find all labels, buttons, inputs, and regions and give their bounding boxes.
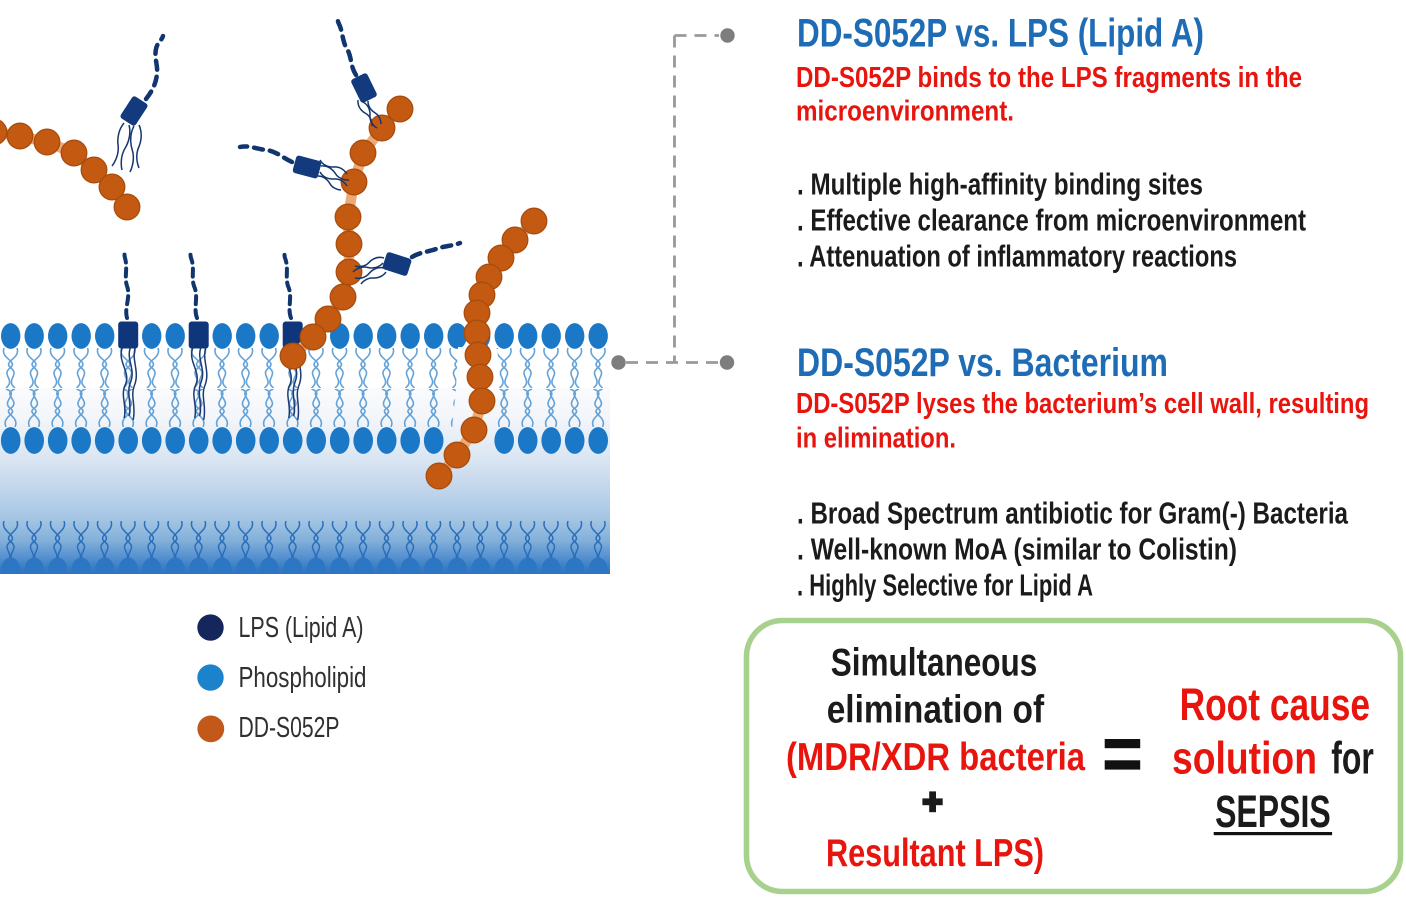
svg-text:DD-S052P vs. Bacterium: DD-S052P vs. Bacterium <box>797 341 1168 385</box>
svg-text:DD-S052P vs. LPS (Lipid A): DD-S052P vs. LPS (Lipid A) <box>797 12 1204 56</box>
svg-text:Resultant LPS): Resultant LPS) <box>826 832 1044 875</box>
svg-text:. Attenuation of inflammatory: . Attenuation of inflammatory reactions <box>797 240 1237 274</box>
svg-text:Root cause: Root cause <box>1180 679 1370 730</box>
svg-text:solution: solution <box>1172 732 1317 783</box>
svg-text:. Highly Selective for Lipid A: . Highly Selective for Lipid A <box>797 569 1093 603</box>
svg-text:. Effective clearance from mic: . Effective clearance from microenvironm… <box>797 204 1306 238</box>
svg-text:Phospholipid: Phospholipid <box>239 662 367 694</box>
svg-text:. Well-known MoA (similar to C: . Well-known MoA (similar to Colistin) <box>797 533 1237 567</box>
svg-text:DD-S052P: DD-S052P <box>239 712 340 744</box>
svg-text:LPS (Lipid A): LPS (Lipid A) <box>239 612 364 644</box>
svg-text:SEPSIS: SEPSIS <box>1215 786 1331 837</box>
svg-text:in elimination.: in elimination. <box>796 423 956 455</box>
svg-text:DD-S052P lyses the bacterium’s: DD-S052P lyses the bacterium’s cell wall… <box>796 388 1369 420</box>
svg-text:microenvironment.: microenvironment. <box>796 96 1014 128</box>
svg-text:(MDR/XDR bacteria: (MDR/XDR bacteria <box>786 736 1085 779</box>
svg-text:DD-S052P binds to the LPS frag: DD-S052P binds to the LPS fragments in t… <box>796 62 1302 94</box>
svg-text:Simultaneous: Simultaneous <box>831 641 1038 684</box>
svg-text:for: for <box>1331 732 1374 783</box>
svg-text:. Multiple high-affinity bindi: . Multiple high-affinity binding sites <box>797 168 1203 202</box>
svg-text:. Broad Spectrum antibiotic fo: . Broad Spectrum antibiotic for Gram(-) … <box>797 497 1349 531</box>
svg-text:elimination of: elimination of <box>827 689 1045 732</box>
